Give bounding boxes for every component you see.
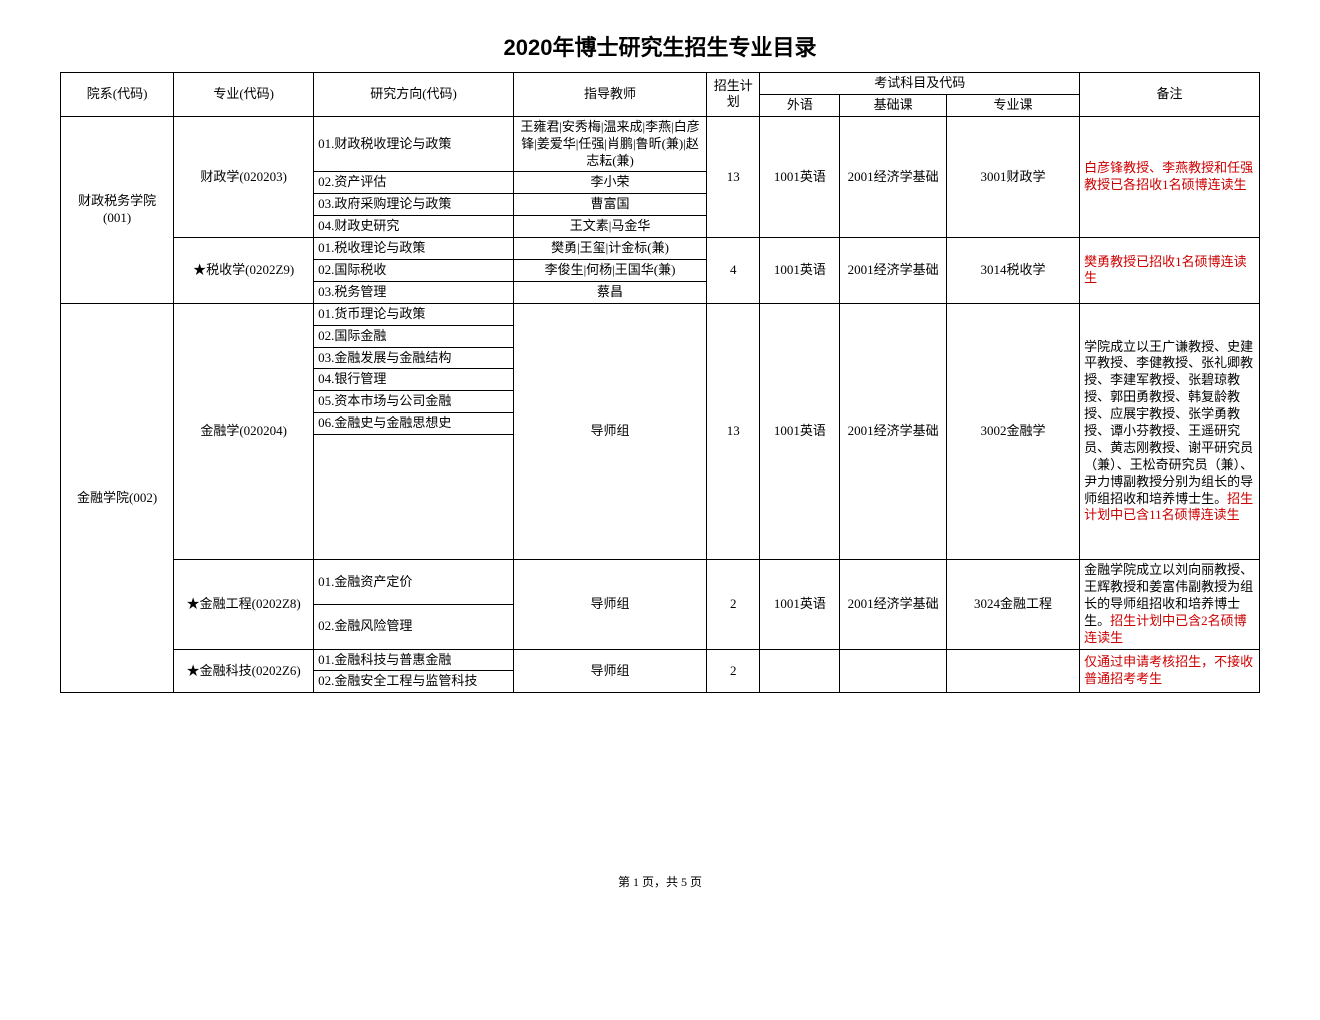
note-cell: 金融学院成立以刘向丽教授、王辉教授和姜富伟副教授为组长的导师组招收和培养博士生。… (1080, 560, 1260, 649)
lang-cell: 1001英语 (760, 238, 840, 304)
note-cell: 白彦锋教授、李燕教授和任强教授已各招收1名硕博连读生 (1080, 116, 1260, 237)
note-red: 樊勇教授已招收1名硕博连读生 (1084, 254, 1247, 286)
basic-cell: 2001经济学基础 (840, 116, 947, 237)
th-exam-group: 考试科目及代码 (760, 73, 1080, 95)
direction-cell: 01.税收理论与政策 (314, 238, 514, 260)
major-cell: ★税收学(0202Z9) (174, 238, 314, 304)
major-cell: ★金融科技(0202Z6) (174, 649, 314, 693)
lang-cell: 1001英语 (760, 116, 840, 237)
th-basic: 基础课 (840, 94, 947, 116)
advisor-cell: 导师组 (513, 303, 706, 559)
direction-cell: 06.金融史与金融思想史 (314, 413, 514, 435)
advisor-cell: 王文素|马金华 (513, 216, 706, 238)
direction-cell: 02.资产评估 (314, 172, 514, 194)
page-title: 2020年博士研究生招生专业目录 (60, 30, 1260, 62)
plan-cell: 4 (707, 238, 760, 304)
th-major: 专业(代码) (174, 73, 314, 117)
direction-cell: 02.国际金融 (314, 325, 514, 347)
direction-cell: 01.金融科技与普惠金融 (314, 649, 514, 671)
note-cell: 仅通过申请考核招生，不接收普通招考考生 (1080, 649, 1260, 693)
direction-cell: 03.政府采购理论与政策 (314, 194, 514, 216)
direction-cell: 03.税务管理 (314, 281, 514, 303)
dept-cell: 金融学院(002) (61, 303, 174, 693)
advisor-cell: 樊勇|王玺|计金标(兼) (513, 238, 706, 260)
catalog-table: 院系(代码) 专业(代码) 研究方向(代码) 指导教师 招生计划 考试科目及代码… (60, 72, 1260, 693)
direction-cell: 04.银行管理 (314, 369, 514, 391)
basic-cell: 2001经济学基础 (840, 303, 947, 559)
lang-cell (760, 649, 840, 693)
advisor-cell: 李俊生|何杨|王国华(兼) (513, 260, 706, 282)
th-note: 备注 (1080, 73, 1260, 117)
note-black: 学院成立以王广谦教授、史建平教授、李健教授、张礼卿教授、李建军教授、张碧琼教授、… (1084, 339, 1253, 506)
th-lang: 外语 (760, 94, 840, 116)
basic-cell: 2001经济学基础 (840, 238, 947, 304)
advisor-cell: 李小荣 (513, 172, 706, 194)
direction-cell: 02.金融安全工程与监管科技 (314, 671, 514, 693)
th-direction: 研究方向(代码) (314, 73, 514, 117)
th-plan: 招生计划 (707, 73, 760, 117)
basic-cell: 2001经济学基础 (840, 560, 947, 649)
direction-cell: 05.资本市场与公司金融 (314, 391, 514, 413)
major-cell: 金融学(020204) (174, 303, 314, 559)
advisor-cell: 王雍君|安秀梅|温来成|李燕|白彦锋|姜爱华|任强|肖鹏|鲁昕(兼)|赵志耘(兼… (513, 116, 706, 172)
major-cell: 财政学(020203) (174, 116, 314, 237)
basic-cell (840, 649, 947, 693)
direction-cell: 02.国际税收 (314, 260, 514, 282)
dept-cell: 财政税务学院(001) (61, 116, 174, 303)
note-cell: 樊勇教授已招收1名硕博连读生 (1080, 238, 1260, 304)
note-red: 白彦锋教授、李燕教授和任强教授已各招收1名硕博连读生 (1084, 160, 1253, 192)
th-dept: 院系(代码) (61, 73, 174, 117)
prof-cell: 3014税收学 (946, 238, 1079, 304)
note-red: 仅通过申请考核招生，不接收普通招考考生 (1084, 654, 1253, 686)
direction-cell: 01.金融资产定价 (314, 560, 514, 605)
direction-cell: 01.货币理论与政策 (314, 303, 514, 325)
advisor-cell: 蔡昌 (513, 281, 706, 303)
plan-cell: 2 (707, 560, 760, 649)
prof-cell: 3002金融学 (946, 303, 1079, 559)
advisor-cell: 曹富国 (513, 194, 706, 216)
major-cell: ★金融工程(0202Z8) (174, 560, 314, 649)
th-prof: 专业课 (946, 94, 1079, 116)
plan-cell: 13 (707, 303, 760, 559)
advisor-cell: 导师组 (513, 560, 706, 649)
direction-cell: 02.金融风险管理 (314, 604, 514, 649)
direction-cell: 03.金融发展与金融结构 (314, 347, 514, 369)
plan-cell: 13 (707, 116, 760, 237)
page-footer: 第 1 页，共 5 页 (60, 873, 1260, 890)
note-cell: 学院成立以王广谦教授、史建平教授、李健教授、张礼卿教授、李建军教授、张碧琼教授、… (1080, 303, 1260, 559)
advisor-cell: 导师组 (513, 649, 706, 693)
prof-cell (946, 649, 1079, 693)
th-advisor: 指导教师 (513, 73, 706, 117)
lang-cell: 1001英语 (760, 303, 840, 559)
lang-cell: 1001英语 (760, 560, 840, 649)
prof-cell: 3001财政学 (946, 116, 1079, 237)
direction-cell: 01.财政税收理论与政策 (314, 116, 514, 172)
prof-cell: 3024金融工程 (946, 560, 1079, 649)
plan-cell: 2 (707, 649, 760, 693)
direction-cell: 04.财政史研究 (314, 216, 514, 238)
direction-cell (314, 435, 514, 560)
